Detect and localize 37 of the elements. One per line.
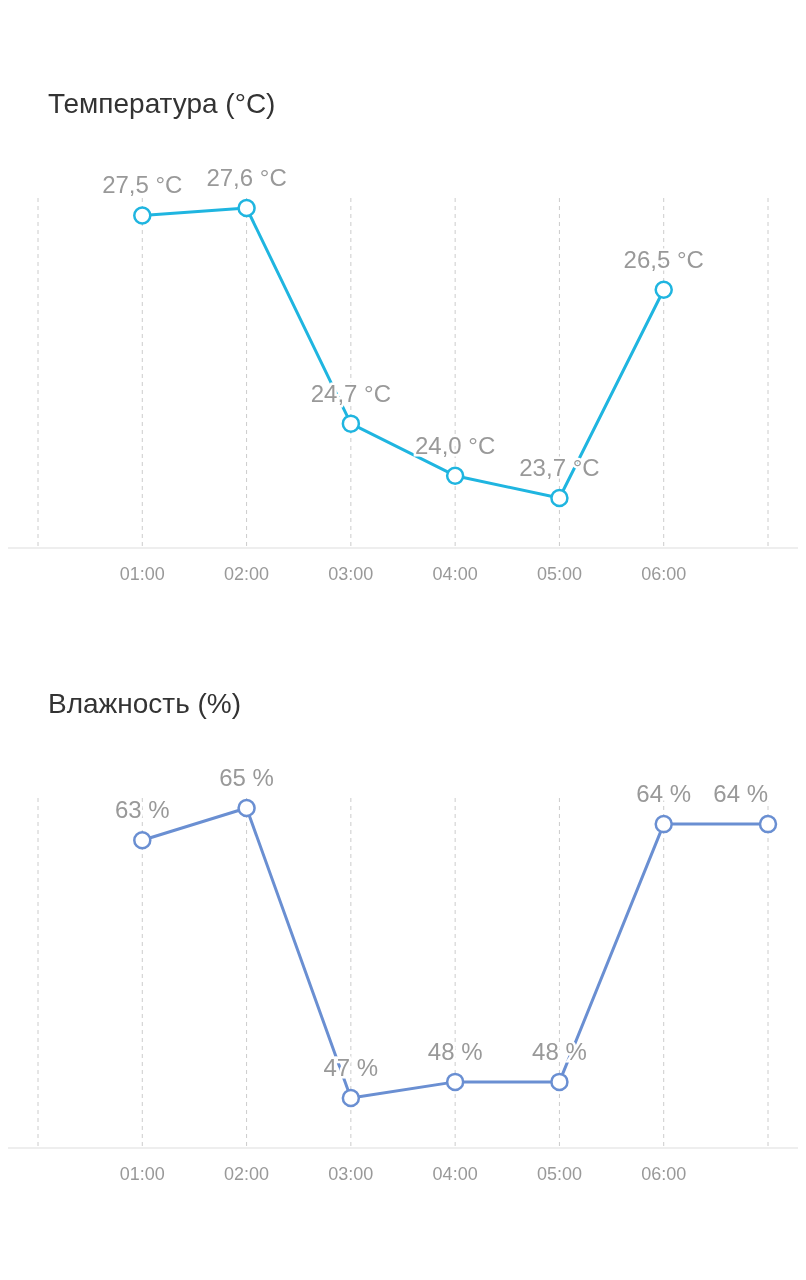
point — [550, 1072, 569, 1092]
data-label: 27,5 °C — [102, 171, 183, 199]
point — [133, 830, 152, 850]
data-label: 27,6 °C — [206, 164, 287, 191]
point — [654, 280, 673, 300]
point — [341, 1088, 361, 1108]
point — [654, 814, 673, 834]
chart-title: Влажность (%) — [48, 688, 242, 719]
point — [237, 798, 256, 818]
point — [445, 466, 465, 485]
x-tick-label: 05:00 — [536, 564, 582, 584]
data-label: 24,0 °C — [414, 431, 496, 459]
data-label: 64 % — [636, 780, 692, 808]
point — [445, 1072, 465, 1092]
x-tick-label: 02:00 — [224, 1164, 270, 1184]
data-label: 64 % — [713, 780, 768, 808]
x-tick-label: 02:00 — [224, 564, 270, 584]
point — [133, 206, 152, 225]
x-tick-label: 01:00 — [119, 1164, 165, 1184]
data-label: 63 % — [114, 796, 170, 824]
data-label: 23,7 °C — [519, 454, 600, 481]
x-tick-label: 04:00 — [432, 1164, 478, 1184]
x-tick-label: 04:00 — [432, 564, 478, 584]
data-label: 65 % — [219, 764, 274, 791]
x-tick-label: 06:00 — [641, 564, 687, 584]
chart-title: Температура (°C) — [48, 88, 276, 119]
point — [550, 488, 569, 508]
x-tick-label: 06:00 — [641, 1164, 687, 1184]
point — [237, 198, 256, 218]
x-tick-label: 01:00 — [119, 564, 165, 584]
data-label: 26,5 °C — [623, 245, 704, 273]
data-label: 48 % — [427, 1037, 483, 1065]
x-tick-label: 03:00 — [328, 564, 374, 584]
point — [341, 414, 361, 433]
x-tick-label: 05:00 — [536, 1164, 582, 1184]
point — [758, 814, 778, 834]
x-tick-label: 03:00 — [328, 1164, 374, 1184]
